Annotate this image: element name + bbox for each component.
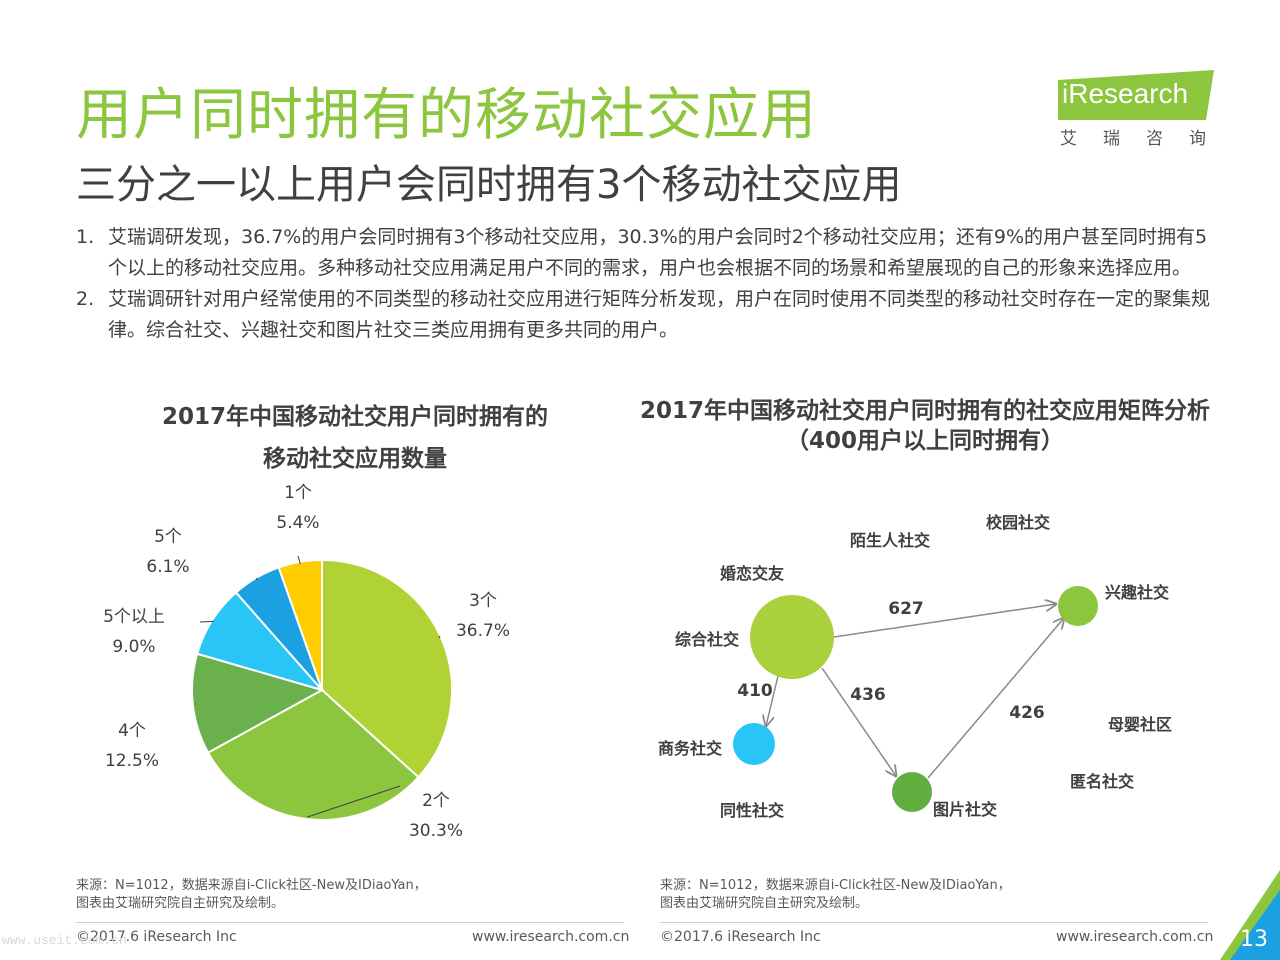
page-title: 用户同时拥有的移动社交应用 [76, 83, 817, 148]
pie-slice-value: 36.7% [456, 621, 510, 641]
network-edge-arrow [821, 667, 896, 776]
left-chart-title-line2: 移动社交应用数量 [263, 446, 447, 472]
pie-leader-line [306, 785, 401, 818]
pie-slice-value: 9.0% [112, 637, 155, 657]
pie-leader-line [438, 635, 441, 639]
network-edge-arrow [833, 604, 1056, 638]
pie-slice-label: 1个 [284, 483, 312, 503]
network-node-label: 综合社交 [675, 630, 739, 649]
findings-list: 1. 艾瑞调研发现，36.7%的用户会同时拥有3个移动社交应用，30.3%的用户… [76, 222, 1216, 346]
pie-leader-line [297, 555, 301, 564]
finding-item-1: 1. 艾瑞调研发现，36.7%的用户会同时拥有3个移动社交应用，30.3%的用户… [76, 222, 1216, 284]
finding-text: 艾瑞调研发现，36.7%的用户会同时拥有3个移动社交应用，30.3%的用户会同时… [108, 226, 1208, 279]
network-edge-value: 410 [737, 681, 773, 701]
network-node-label: 婚恋交友 [720, 564, 785, 583]
pie-slice-label: 3个 [469, 591, 497, 611]
right-chart-source: 来源：N=1012，数据来源自i-Click社区-New及IDiaoYan， 图… [660, 877, 1011, 913]
pie-slice-value: 12.5% [105, 751, 159, 771]
source-line: 图表由艾瑞研究院自主研究及绘制。 [660, 896, 869, 911]
network-edge-value: 627 [888, 599, 924, 619]
network-node-label: 母婴社区 [1108, 715, 1172, 734]
logo-banner-icon [1058, 70, 1214, 120]
left-chart-title-line1: 2017年中国移动社交用户同时拥有的 [161, 404, 548, 430]
source-line: 图表由艾瑞研究院自主研究及绘制。 [76, 896, 285, 911]
pie-slice-label: 4个 [118, 721, 146, 741]
network-node-circle [892, 772, 932, 812]
network-edge-arrow [766, 675, 779, 726]
footer-divider [76, 922, 624, 923]
finding-number: 2. [76, 288, 95, 310]
network-node-circle [750, 595, 834, 679]
footer-website: www.iresearch.com.cn [472, 929, 630, 945]
pie-slice-value: 30.3% [409, 821, 463, 841]
network-edge-value: 426 [1009, 703, 1045, 723]
finding-text: 艾瑞调研针对用户经常使用的不同类型的移动社交应用进行矩阵分析发现，用户在同时使用… [108, 288, 1211, 341]
footer-copyright: ©2017.6 iResearch Inc [660, 929, 821, 945]
network-node-label: 同性社交 [720, 801, 784, 820]
watermark: www.useit.com.cn [2, 933, 127, 948]
pie-slice [206, 688, 420, 821]
logo-subtext: 艾瑞咨询 [1060, 129, 1232, 149]
pie-slice-value: 6.1% [146, 557, 189, 577]
logo-text: iResearch [1062, 78, 1189, 109]
page-number: 13 [1240, 927, 1268, 952]
network-node-label: 匿名社交 [1070, 772, 1134, 791]
source-line: 来源：N=1012，数据来源自i-Click社区-New及IDiaoYan， [76, 878, 427, 893]
page-subtitle: 三分之一以上用户会同时拥有3个移动社交应用 [76, 162, 902, 208]
pie-slice [321, 558, 453, 779]
right-chart-title: 2017年中国移动社交用户同时拥有的社交应用矩阵分析 （400用户以上同时拥有） [610, 396, 1240, 456]
network-node-circle [733, 723, 775, 765]
pie-slice-value: 5.4% [276, 513, 319, 533]
left-chart-source: 来源：N=1012，数据来源自i-Click社区-New及IDiaoYan， 图… [76, 877, 427, 913]
footer-divider [660, 922, 1208, 923]
pie-leader-line [255, 577, 258, 580]
pie-slice-label: 5个 [154, 527, 182, 547]
network-edge-arrow [927, 618, 1064, 779]
footer-website: www.iresearch.com.cn [1056, 929, 1214, 945]
source-line: 来源：N=1012，数据来源自i-Click社区-New及IDiaoYan， [660, 878, 1011, 893]
page-corner-icon [1220, 870, 1280, 960]
network-node-label: 商务社交 [658, 739, 722, 758]
network-node-label: 图片社交 [933, 800, 997, 819]
right-chart-title-line2: （400用户以上同时拥有） [785, 428, 1064, 454]
network-node-label: 陌生人社交 [850, 531, 930, 550]
pie-slice-label: 5个以上 [103, 607, 165, 627]
pie-slice-label: 2个 [422, 791, 450, 811]
finding-item-2: 2. 艾瑞调研针对用户经常使用的不同类型的移动社交应用进行矩阵分析发现，用户在同… [76, 284, 1216, 346]
network-node-circle [1058, 586, 1098, 626]
footer-copyright: ©2017.6 iResearch Inc [76, 929, 237, 945]
pie-leader-line [199, 620, 214, 623]
network-node-label: 兴趣社交 [1105, 583, 1169, 602]
network-edge-value: 436 [850, 685, 886, 705]
finding-number: 1. [76, 226, 95, 248]
left-chart-title: 2017年中国移动社交用户同时拥有的 移动社交应用数量 [100, 396, 610, 480]
pie-slice [191, 652, 325, 754]
network-node-label: 校园社交 [986, 513, 1050, 532]
right-chart-title-line1: 2017年中国移动社交用户同时拥有的社交应用矩阵分析 [639, 398, 1210, 424]
iresearch-logo: iResearch 艾瑞咨询 [1058, 66, 1218, 156]
